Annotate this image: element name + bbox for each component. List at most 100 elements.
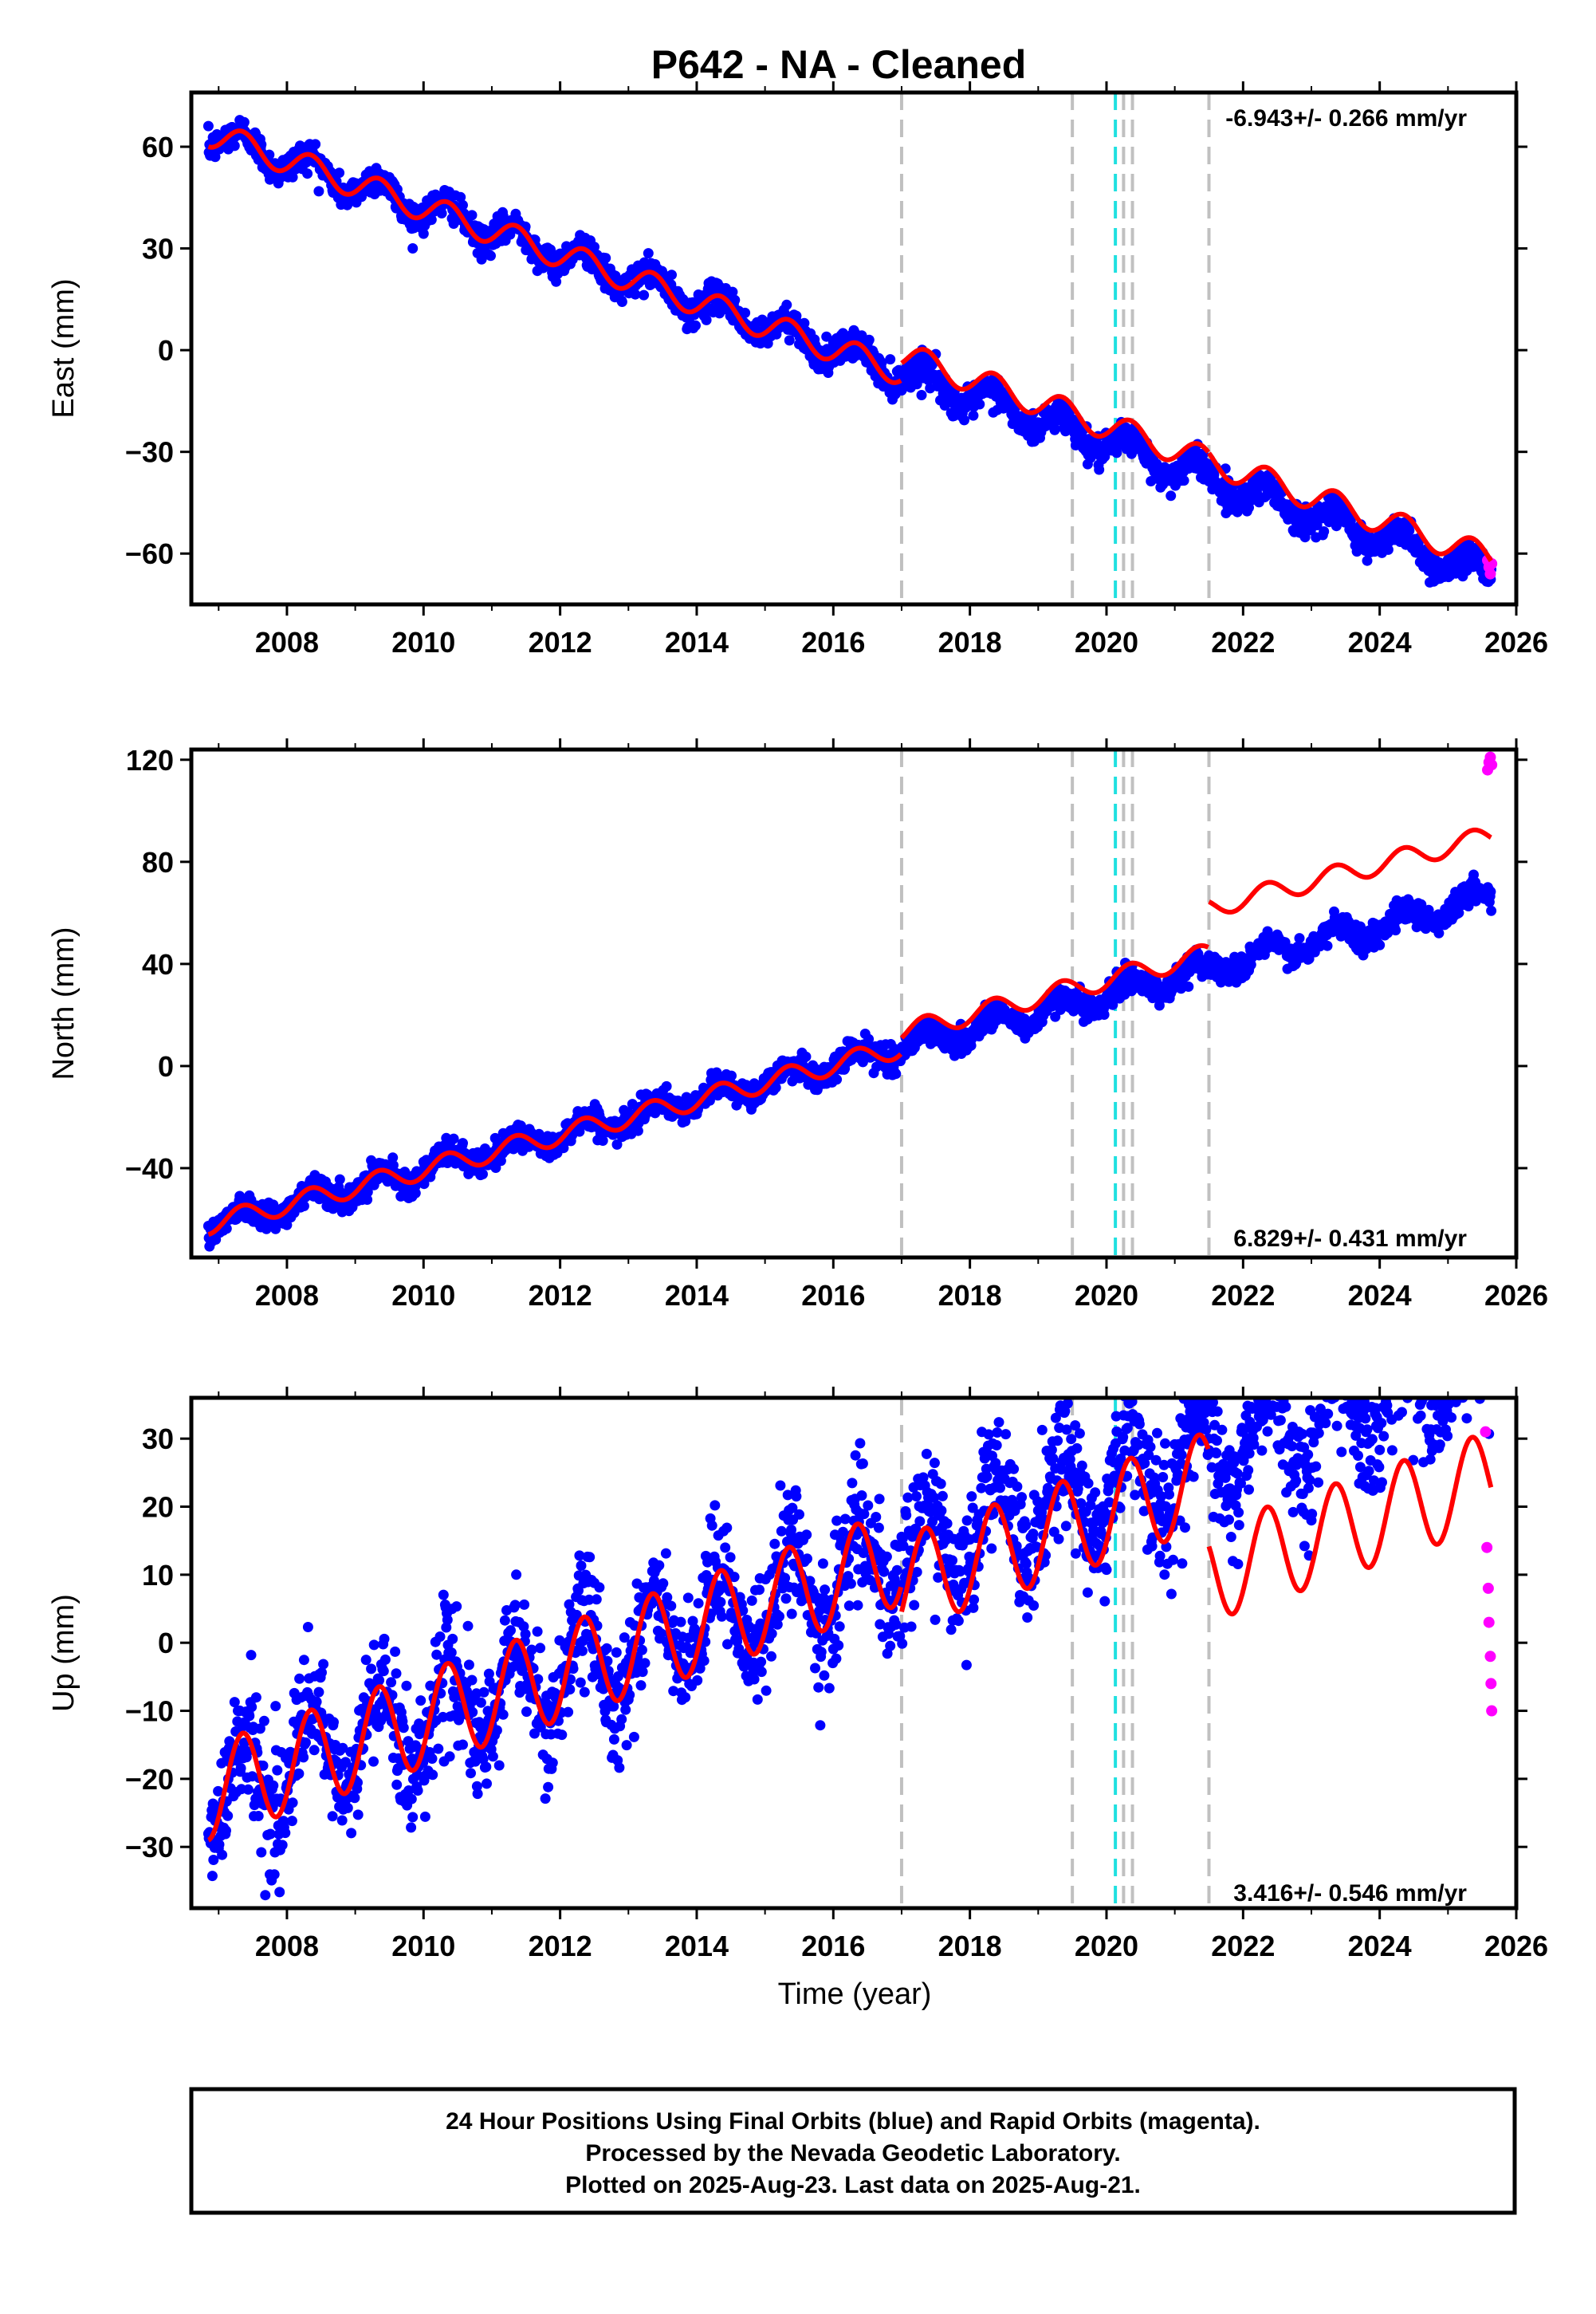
final-orbit-point xyxy=(246,1702,257,1713)
final-orbit-point xyxy=(202,120,214,132)
y-tick-label: 60 xyxy=(142,131,174,163)
y-tick-label: 80 xyxy=(142,846,174,879)
final-orbit-point xyxy=(448,1133,459,1144)
final-orbit-point xyxy=(287,1797,298,1808)
final-orbit-point xyxy=(222,1810,234,1821)
plot-area xyxy=(202,750,1498,1257)
final-orbit-point xyxy=(246,1650,257,1661)
y-tick-label: 120 xyxy=(126,744,174,777)
final-orbit-point xyxy=(270,1701,281,1712)
x-tick-label: 2024 xyxy=(1348,626,1412,659)
final-orbit-point xyxy=(360,1655,371,1666)
final-orbit-point xyxy=(701,314,712,325)
final-orbit-point xyxy=(310,139,321,150)
velocity-label: 6.829+/- 0.431 mm/yr xyxy=(1233,1226,1467,1252)
final-orbit-point xyxy=(342,1802,353,1813)
y-tick-label: −40 xyxy=(125,1152,174,1185)
final-orbit-point xyxy=(1322,940,1333,951)
final-orbit-point xyxy=(362,1187,373,1198)
final-orbit-point xyxy=(313,186,324,197)
final-orbit-point xyxy=(313,1686,324,1698)
x-tick-label: 2010 xyxy=(391,1279,455,1312)
east-panel: 2008 2010 2012 2014 2016 2018 2020 2022 2024 2026… xyxy=(47,81,1548,659)
final-orbit-point xyxy=(334,167,345,179)
final-orbit-point xyxy=(410,1187,421,1198)
y-axis-label: East (mm) xyxy=(47,278,81,418)
final-orbit-point xyxy=(368,1639,379,1651)
final-orbit-point xyxy=(466,210,478,221)
x-tick-label: 2016 xyxy=(801,1279,865,1312)
final-orbit-point xyxy=(458,1138,468,1149)
x-tick-label: 2018 xyxy=(938,626,1002,659)
final-orbit-point xyxy=(458,199,468,211)
final-orbit-point xyxy=(281,1219,293,1230)
final-orbit-point xyxy=(327,1811,338,1822)
final-orbit-point xyxy=(270,1223,281,1234)
x-tick-label: 2020 xyxy=(1075,626,1138,659)
final-orbit-point xyxy=(260,1890,271,1901)
final-orbit-point xyxy=(1331,521,1342,532)
velocity-label: -6.943+/- 0.266 mm/yr xyxy=(1225,105,1467,132)
final-orbit-point xyxy=(298,1752,309,1763)
final-orbit-point xyxy=(630,289,641,300)
final-orbit-point xyxy=(387,1159,399,1171)
final-orbit-point xyxy=(214,1839,225,1850)
x-tick-label: 2026 xyxy=(1484,1279,1548,1312)
final-orbit-point xyxy=(379,1654,391,1665)
final-orbit-point xyxy=(302,168,313,179)
final-orbit-point xyxy=(221,1223,232,1234)
final-orbit-point xyxy=(1099,451,1111,462)
final-orbit-point xyxy=(666,270,677,281)
final-orbit-point xyxy=(334,1174,345,1185)
final-orbit-point xyxy=(407,243,419,254)
final-orbit-point xyxy=(1374,939,1386,950)
final-orbit-point xyxy=(1294,933,1305,944)
final-orbit-point xyxy=(302,1622,313,1632)
x-tick-label: 2022 xyxy=(1211,626,1275,659)
x-tick-label: 2024 xyxy=(1348,1279,1412,1312)
final-orbit-point xyxy=(272,1765,283,1776)
final-orbit-point xyxy=(781,299,792,310)
up-panel: 2008 2010 2012 2014 2016 2018 2020 2022 2024 2026… xyxy=(47,1387,1548,1962)
final-orbit-point xyxy=(1094,464,1105,475)
final-orbit-point xyxy=(1404,525,1415,536)
final-orbit-point xyxy=(210,152,221,163)
final-orbit-point xyxy=(346,1828,357,1839)
final-orbit-point xyxy=(264,149,275,160)
final-orbit-point xyxy=(974,399,985,410)
final-orbit-point xyxy=(436,208,447,218)
final-orbit-point xyxy=(600,253,611,264)
final-orbit-point xyxy=(927,359,938,370)
final-orbit-point xyxy=(726,1070,737,1081)
y-tick-label: 30 xyxy=(142,233,174,266)
final-orbit-point xyxy=(366,1663,377,1675)
final-orbit-point xyxy=(268,1780,279,1791)
final-orbit-point xyxy=(242,1784,254,1795)
x-tick-label: 2008 xyxy=(255,626,319,659)
final-orbit-point xyxy=(478,1169,488,1179)
final-orbit-point xyxy=(740,307,751,318)
final-orbit-point xyxy=(1390,925,1401,936)
final-orbit-point xyxy=(1362,555,1373,566)
final-orbit-point xyxy=(1299,532,1311,543)
x-tick-label: 2012 xyxy=(529,626,592,659)
y-tick-label: −30 xyxy=(125,436,174,469)
final-orbit-point xyxy=(235,1763,246,1773)
final-orbit-point xyxy=(374,1675,385,1686)
final-orbit-point xyxy=(256,1847,267,1858)
final-orbit-point xyxy=(1099,1009,1110,1020)
final-orbit-point xyxy=(378,1666,389,1677)
final-orbit-point xyxy=(876,357,887,368)
x-tick-label: 2018 xyxy=(938,1279,1002,1312)
model-fit-line xyxy=(207,128,1493,563)
final-orbit-point xyxy=(336,1815,348,1826)
final-orbit-point xyxy=(250,1692,261,1703)
final-orbit-point xyxy=(379,1633,390,1644)
final-orbit-point xyxy=(318,1659,329,1670)
x-tick-label: 2010 xyxy=(391,626,455,659)
final-orbit-point xyxy=(643,248,654,259)
final-orbit-point xyxy=(661,1080,672,1092)
final-orbit-point xyxy=(368,1756,379,1767)
final-orbit-point xyxy=(286,1816,297,1827)
final-orbit-point xyxy=(293,1768,305,1779)
